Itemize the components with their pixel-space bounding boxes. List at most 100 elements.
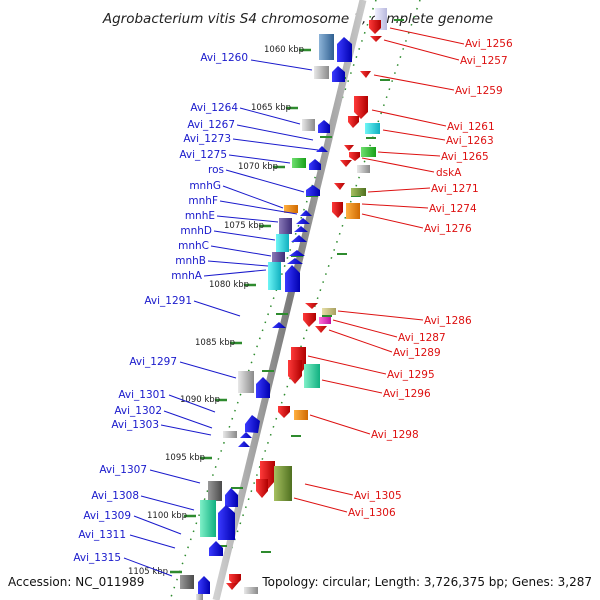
reverse-label-texts: Avi_1256 Avi_1257 Avi_1259 Avi_1261 Avi_… [348, 38, 513, 519]
leader-line [203, 269, 267, 277]
leader-line [213, 230, 276, 241]
gene-label: mnhF [188, 195, 218, 207]
tick-label: 1065 kbp [251, 103, 291, 113]
gene-arrow [305, 303, 318, 309]
tick-label: 1060 kbp [264, 45, 304, 55]
gene-label: mnhA [171, 270, 203, 282]
leader-line [293, 497, 348, 513]
gene-arrow [340, 160, 352, 167]
gene-label: mnhG [189, 180, 221, 192]
gene-arrow [370, 36, 382, 42]
gene-label: Avi_1303 [111, 419, 159, 431]
gene-arrow [337, 37, 352, 62]
gene-arrow [349, 152, 360, 161]
gene-label: Avi_1315 [73, 552, 121, 564]
tick-label: 1075 kbp [224, 221, 264, 231]
gene-label: Avi_1297 [129, 356, 177, 368]
gene-arrow [304, 364, 320, 388]
reverse-strand-genes [226, 8, 387, 594]
leader-line [133, 515, 182, 535]
gene-arrow [287, 258, 303, 264]
gene-label: Avi_1259 [455, 85, 503, 97]
gene-label: Avi_1287 [398, 332, 446, 344]
gene-arrow [314, 66, 329, 79]
gene-label: Avi_1263 [446, 135, 494, 147]
leader-line [373, 74, 455, 91]
gene-arrow [348, 116, 359, 128]
accession-text: Accession: NC_011989 [8, 575, 144, 589]
gene-arrow [291, 235, 307, 242]
gene-arrow [218, 505, 235, 540]
gene-arrow [319, 34, 334, 60]
gene-arrow [238, 371, 254, 393]
gene-arrow [357, 165, 370, 173]
leader-line [232, 138, 319, 151]
gene-label: Avi_1311 [78, 529, 126, 541]
gene-arrow [316, 146, 328, 152]
gene-label: Avi_1296 [383, 388, 431, 400]
gene-arrow [294, 410, 308, 420]
gene-arrow [334, 183, 345, 190]
gene-arrow [332, 202, 343, 218]
gene-arrow [240, 432, 252, 438]
leader-line [383, 39, 460, 61]
leader-line [216, 215, 279, 223]
tick-label: 1090 kbp [180, 395, 220, 405]
leader-line [225, 169, 305, 193]
tick-label: 1095 kbp [165, 453, 205, 463]
gene-arrow [244, 587, 258, 594]
forward-label-texts: Avi_1260 Avi_1264 Avi_1267 Avi_1273 Avi_… [73, 52, 248, 564]
gene-label: Avi_1302 [114, 405, 162, 417]
gene-label: ros [208, 164, 224, 176]
leader-line [389, 27, 465, 45]
gene-label: dskA [436, 167, 462, 179]
gene-label: Avi_1308 [91, 490, 139, 502]
leader-line [332, 319, 398, 338]
leader-line [129, 534, 176, 549]
gene-label: Avi_1257 [460, 55, 508, 67]
leader-line [179, 361, 237, 379]
leader-line [239, 107, 301, 125]
gene-arrow [294, 226, 308, 232]
gene-arrow [208, 481, 222, 501]
leader-line [328, 329, 393, 353]
genome-summary-text: Topology: circular; Length: 3,726,375 bp… [261, 575, 592, 589]
leader-line [219, 200, 298, 215]
gene-arrow [272, 252, 285, 262]
leader-line [193, 300, 241, 317]
tick-label: 1105 kbp [128, 567, 168, 577]
gene-arrow [344, 145, 354, 151]
leader-line [371, 109, 447, 127]
leader-line [361, 213, 424, 229]
gene-label: Avi_1256 [465, 38, 513, 50]
gene-label: Avi_1275 [179, 149, 227, 161]
gene-arrow [200, 500, 216, 537]
gene-arrow [285, 265, 300, 292]
leader-line [236, 124, 314, 141]
gene-arrow [360, 71, 371, 78]
gene-arrow [365, 123, 380, 134]
gene-arrow [315, 326, 327, 333]
gene-arrow [278, 406, 290, 418]
gene-arrow [351, 188, 366, 196]
leader-line [309, 414, 371, 435]
gene-arrow [245, 415, 260, 433]
gene-arrow [272, 322, 286, 328]
gene-arrow [180, 575, 194, 589]
gene-arrow [256, 479, 268, 498]
gene-label: Avi_1261 [447, 121, 495, 133]
leader-line [304, 483, 354, 496]
map-title: Agrobacterium vitis S4 chromosome 1, com… [102, 11, 493, 27]
leader-line [222, 185, 284, 209]
gene-arrow [198, 576, 210, 594]
gene-arrow [303, 313, 316, 327]
gene-label: Avi_1291 [144, 295, 192, 307]
gene-arrow [300, 210, 312, 216]
gene-arrow [238, 441, 250, 447]
leader-line [140, 495, 195, 511]
gene-arrow [268, 262, 281, 290]
leader-line [123, 557, 173, 577]
leader-line [307, 355, 387, 375]
gene-arrow [296, 218, 310, 224]
